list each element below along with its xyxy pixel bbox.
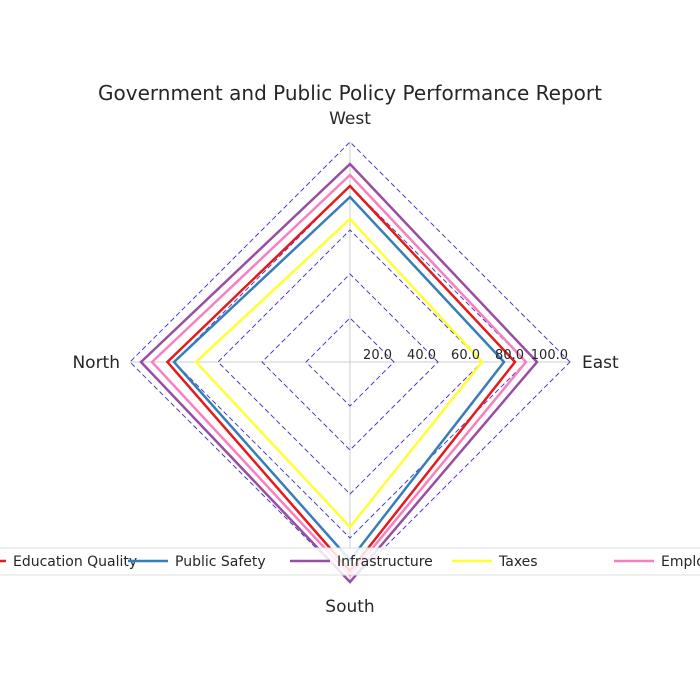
radial-tick-label: 20.0 [363,348,392,363]
legend-frame [0,547,700,576]
axis-label-north: North [72,353,120,373]
legend-label: Infrastructure [337,554,433,570]
grid-ring-1 [305,317,395,407]
radial-tick-label: 60.0 [451,348,480,363]
legend-label: Taxes [498,554,538,570]
axis-label-south: South [325,597,374,617]
axis-labels: East West North South [72,109,619,617]
chart-title: Government and Public Policy Performance… [98,81,602,105]
legend-label: Employment [661,554,700,570]
grid-ring-2 [261,273,439,451]
axis-label-west: West [329,109,371,129]
radial-tick-label: 80.0 [495,348,524,363]
grid-ring-3 [217,229,483,495]
legend-label: Education Quality [13,554,137,570]
series-public-safety [172,195,506,562]
radial-tick-label: 100.0 [531,348,568,363]
series-employment [150,173,528,578]
radial-tick-labels: 20.0 40.0 60.0 80.0 100.0 [363,348,568,363]
series-taxes [194,217,484,529]
legend: Education Quality Public Safety Infrastruc… [0,547,700,576]
radial-tick-label: 40.0 [407,348,436,363]
series-education-quality [165,184,517,573]
series-infrastructure [139,162,539,584]
axis-label-east: East [582,353,619,373]
radar-series [139,162,539,584]
legend-label: Public Safety [175,554,266,570]
